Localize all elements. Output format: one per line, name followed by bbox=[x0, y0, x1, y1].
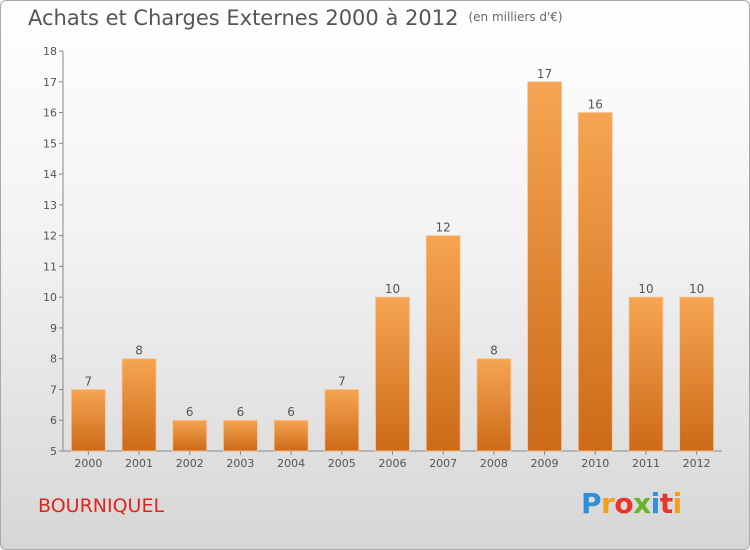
x-tick-label: 2009 bbox=[531, 457, 559, 470]
x-tick-label: 2001 bbox=[125, 457, 153, 470]
bar bbox=[628, 296, 664, 452]
x-tick-label: 2005 bbox=[328, 457, 356, 470]
chart-title: Achats et Charges Externes 2000 à 2012 (e… bbox=[28, 6, 563, 30]
logo-letter: P bbox=[581, 487, 602, 520]
y-tick-label: 8 bbox=[50, 353, 57, 366]
y-tick-label: 18 bbox=[43, 45, 57, 58]
logo-letter: t bbox=[659, 487, 673, 520]
y-tick-label: 12 bbox=[43, 230, 57, 243]
y-tick-label: 16 bbox=[43, 107, 57, 120]
bar-value-label: 10 bbox=[385, 282, 400, 296]
chart-title-text: Achats et Charges Externes 2000 à 2012 bbox=[28, 6, 459, 30]
bar-value-label: 10 bbox=[689, 282, 704, 296]
x-tick-label: 2006 bbox=[379, 457, 407, 470]
y-tick-label: 15 bbox=[43, 137, 57, 150]
logo-letter: i bbox=[650, 487, 661, 520]
x-tick-label: 2008 bbox=[480, 457, 508, 470]
bar bbox=[375, 296, 410, 452]
x-tick-label: 2004 bbox=[277, 457, 305, 470]
logo-letter: r bbox=[601, 487, 615, 520]
bar bbox=[223, 419, 258, 452]
bar bbox=[425, 235, 461, 452]
bar-value-label: 8 bbox=[135, 344, 143, 358]
y-tick-label: 11 bbox=[43, 260, 57, 273]
bar bbox=[121, 358, 157, 452]
bar bbox=[273, 419, 309, 452]
bar-value-label: 7 bbox=[85, 374, 93, 388]
bar-value-label: 8 bbox=[490, 344, 498, 358]
x-tick-label: 2012 bbox=[683, 457, 711, 470]
y-tick-label: 7 bbox=[50, 383, 57, 396]
x-tick-label: 2002 bbox=[176, 457, 204, 470]
y-tick-label: 5 bbox=[50, 445, 57, 458]
y-tick-label: 9 bbox=[50, 322, 57, 335]
bar bbox=[527, 81, 562, 452]
x-tick-label: 2011 bbox=[632, 457, 660, 470]
logo-letter: x bbox=[633, 487, 651, 520]
y-tick-label: 6 bbox=[50, 414, 57, 427]
x-tick-label: 2010 bbox=[581, 457, 609, 470]
bar bbox=[679, 296, 715, 452]
chart-subtitle: (en milliers d'€) bbox=[468, 10, 563, 24]
bar-value-label: 12 bbox=[436, 221, 451, 235]
bar bbox=[577, 112, 613, 452]
bar-value-label: 6 bbox=[237, 405, 245, 419]
y-tick-label: 13 bbox=[43, 199, 57, 212]
bar-value-label: 16 bbox=[588, 98, 603, 112]
bar-value-label: 6 bbox=[287, 405, 295, 419]
y-tick-label: 10 bbox=[43, 291, 57, 304]
bar-value-label: 6 bbox=[186, 405, 194, 419]
x-tick-label: 2000 bbox=[74, 457, 102, 470]
commune-name: BOURNIQUEL bbox=[38, 495, 165, 517]
proxiti-logo: Proxiti bbox=[581, 487, 682, 520]
bar-value-label: 10 bbox=[638, 282, 653, 296]
y-tick-label: 14 bbox=[43, 168, 57, 181]
logo-letter: o bbox=[614, 487, 634, 520]
logo-letter: i bbox=[672, 487, 683, 520]
bar bbox=[324, 389, 360, 452]
bar-value-label: 17 bbox=[537, 67, 552, 81]
bar bbox=[476, 358, 512, 452]
bar bbox=[70, 389, 106, 452]
y-tick-label: 17 bbox=[43, 76, 57, 89]
bar-value-label: 7 bbox=[338, 374, 346, 388]
x-tick-label: 2007 bbox=[429, 457, 457, 470]
bar bbox=[172, 419, 208, 452]
x-tick-label: 2003 bbox=[226, 457, 254, 470]
